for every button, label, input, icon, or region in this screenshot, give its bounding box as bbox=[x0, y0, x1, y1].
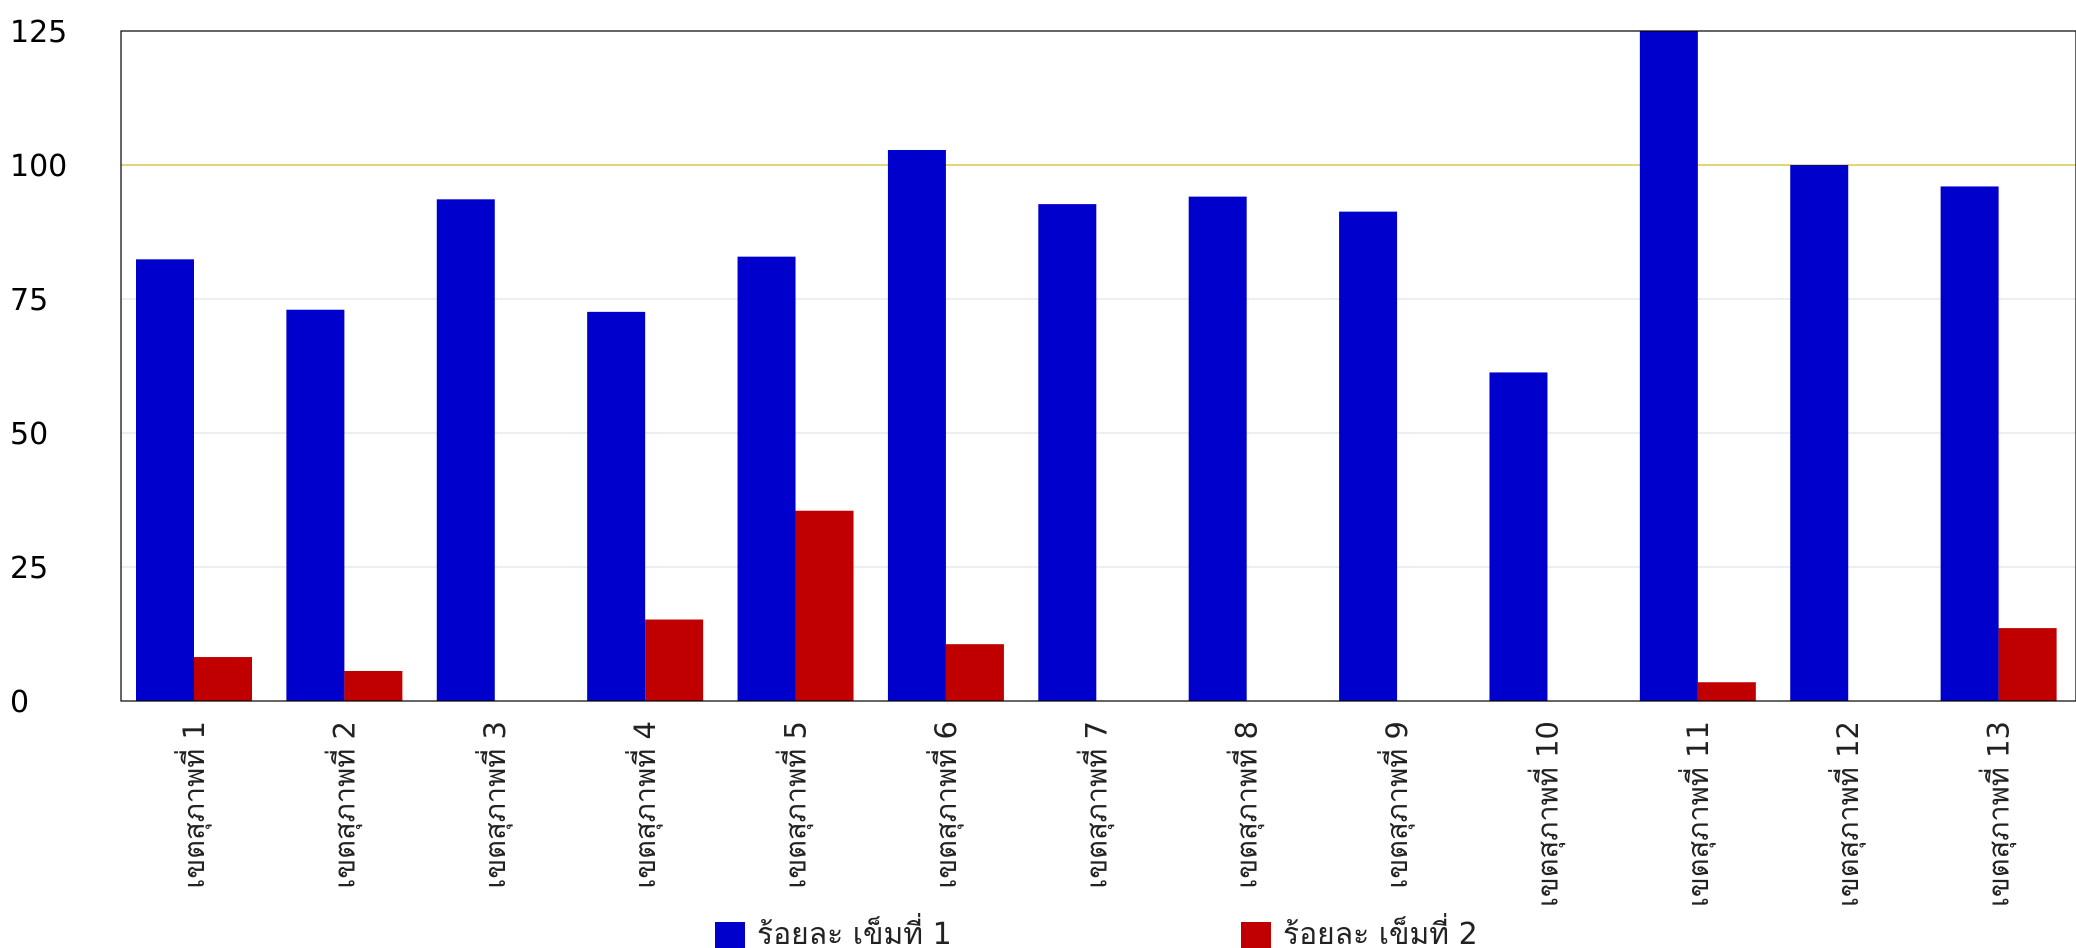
x-category-label: เขตสุภาพที่ 1 bbox=[174, 721, 212, 889]
bars bbox=[136, 31, 2057, 702]
bar-series-1-cat-4 bbox=[587, 311, 646, 701]
x-category-label: เขตสุภาพที่ 5 bbox=[776, 721, 814, 889]
bar-series-1-cat-11 bbox=[1639, 31, 1698, 701]
y-tick-label: 50 bbox=[10, 417, 48, 452]
bar-series-2-cat-5 bbox=[795, 510, 854, 701]
legend-swatch-1 bbox=[715, 922, 745, 948]
x-category-label: เขตสุภาพที่ 6 bbox=[926, 721, 964, 889]
y-tick-label: 125 bbox=[10, 15, 67, 50]
bar-series-2-cat-6 bbox=[945, 644, 1004, 701]
x-category-label: เขตสุภาพที่ 10 bbox=[1527, 721, 1565, 907]
bar-series-1-cat-12 bbox=[1790, 165, 1849, 701]
y-tick-label: 25 bbox=[10, 551, 48, 586]
x-axis-labels: เขตสุภาพที่ 1 เขตสุภาพที่ 2 เขตสุภาพที่ 3 เ… bbox=[174, 721, 2017, 907]
x-category-label: เขตสุภาพที่ 3 bbox=[475, 721, 513, 889]
bar-series-2-cat-13 bbox=[1998, 628, 2057, 701]
x-category-label: เขตสุภาพที่ 12 bbox=[1828, 721, 1866, 907]
x-category-label: เขตสุภาพที่ 8 bbox=[1227, 721, 1265, 889]
legend-swatch-2 bbox=[1241, 922, 1271, 948]
legend-label-1: ร้อยละ เข็มที่ 1 bbox=[757, 913, 952, 948]
x-category-label: เขตสุภาพที่ 2 bbox=[324, 721, 362, 889]
bar-series-1-cat-5 bbox=[737, 256, 796, 701]
bar-series-2-cat-1 bbox=[194, 657, 252, 701]
gridlines bbox=[121, 164, 2076, 568]
bar-series-1-cat-1 bbox=[136, 259, 194, 701]
y-tick-label: 75 bbox=[10, 283, 48, 318]
bar-series-1-cat-10 bbox=[1489, 372, 1548, 701]
y-axis-ticks: 0 25 50 75 100 125 bbox=[10, 15, 67, 720]
plot-frame bbox=[120, 30, 2076, 702]
legend-label-2: ร้อยละ เข็มที่ 2 bbox=[1283, 913, 1478, 948]
x-category-label: เขตสุภาพที่ 11 bbox=[1678, 721, 1716, 907]
bar-series-1-cat-13 bbox=[1940, 186, 1999, 701]
bar-series-1-cat-7 bbox=[1038, 204, 1097, 702]
bar-series-1-cat-3 bbox=[436, 199, 495, 701]
y-tick-label: 0 bbox=[10, 685, 29, 720]
x-category-label: เขตสุภาพที่ 7 bbox=[1076, 721, 1114, 889]
bar-series-1-cat-8 bbox=[1188, 196, 1247, 701]
bar-series-2-cat-4 bbox=[645, 619, 704, 701]
bar-series-1-cat-9 bbox=[1339, 211, 1398, 701]
bar-series-2-cat-2 bbox=[344, 670, 403, 701]
legend: ร้อยละ เข็มที่ 1 ร้อยละ เข็มที่ 2 bbox=[715, 913, 1478, 948]
x-category-label: เขตสุภาพที่ 13 bbox=[1979, 721, 2017, 907]
bar-series-1-cat-2 bbox=[286, 309, 345, 701]
x-category-label: เขตสุภาพที่ 9 bbox=[1377, 721, 1415, 889]
bar-series-2-cat-11 bbox=[1697, 682, 1756, 701]
y-tick-label: 100 bbox=[10, 149, 67, 184]
bar-series-1-cat-6 bbox=[887, 149, 946, 701]
x-category-label: เขตสุภาพที่ 4 bbox=[625, 721, 663, 889]
